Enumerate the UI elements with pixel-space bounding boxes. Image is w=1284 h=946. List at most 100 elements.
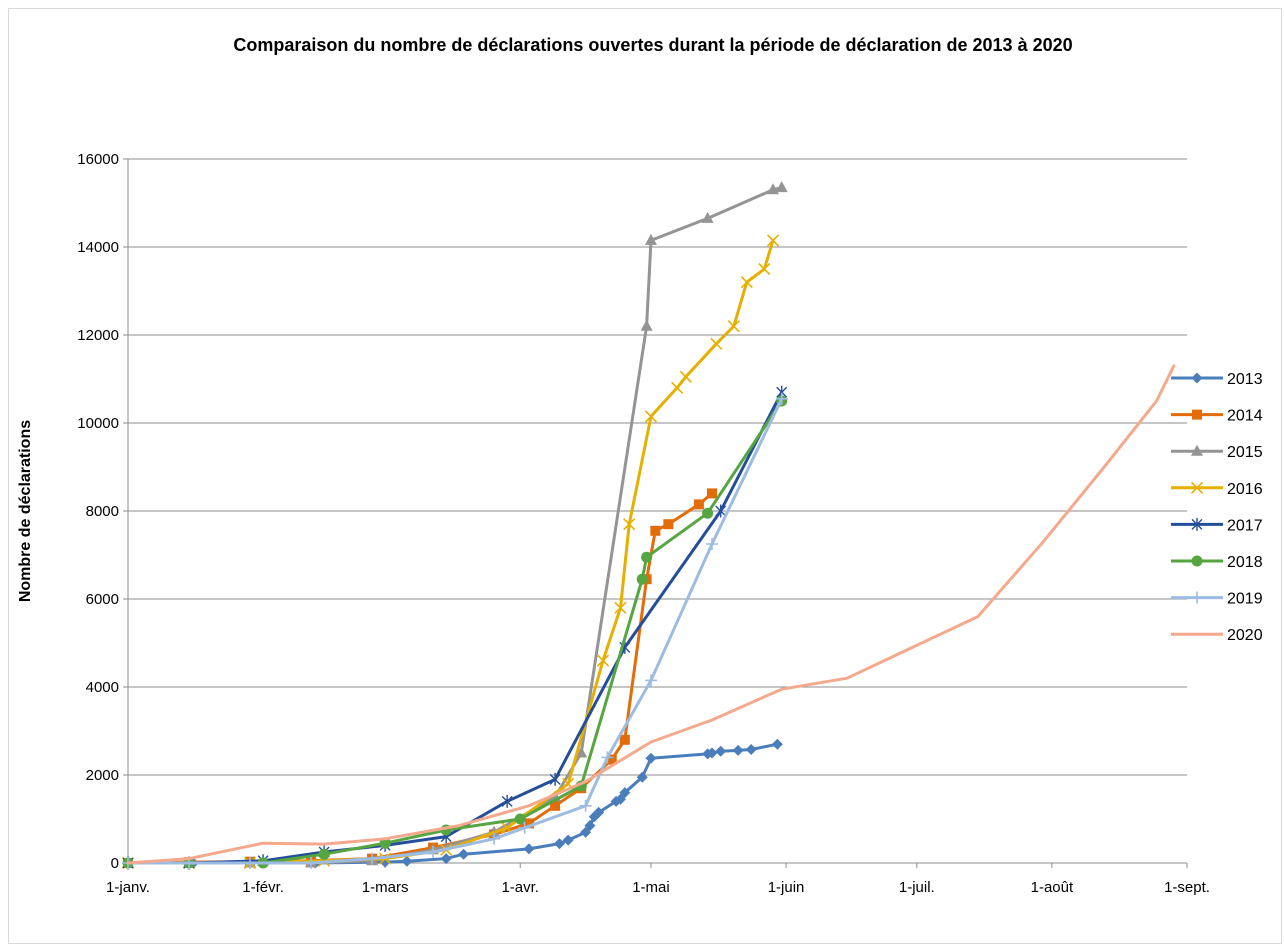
legend-item-2016: 2016 [1171,481,1263,498]
data-point [766,183,779,195]
data-point [606,754,617,765]
data-point [562,834,574,846]
data-point [623,518,636,531]
axes: 0 2000 4000 6000 8000 10000 12000 14000 16000 1-j… [77,151,1210,896]
data-point [636,771,648,783]
chart-title: Comparaison du nombre de déclarations ou… [233,35,1072,55]
legend-label: 2018 [1227,554,1263,571]
data-point [518,821,531,834]
series-2020 [126,364,1176,865]
legend-label: 2017 [1227,517,1263,534]
data-point [636,573,648,585]
x-tick-label: 1-mai [632,879,670,896]
legend-item-2019: 2019 [1171,591,1263,608]
gridlines [128,158,1187,776]
legend-item-2013: 2013 [1171,371,1263,388]
data-point [549,772,561,786]
y-axis-label: Nombre de déclarations [17,420,34,602]
y-tick-label: 14000 [77,239,119,256]
data-point [706,488,717,499]
series-line [126,397,784,865]
series-2019 [122,392,788,869]
data-point [745,743,757,755]
x-tick-label: 1-mars [362,879,409,896]
x-tick-label: 1-juin [768,879,805,896]
data-point [523,818,534,829]
data-point [514,813,526,825]
y-tick-label: 10000 [77,415,119,432]
legend-item-2014: 2014 [1171,408,1263,425]
data-point [593,806,605,818]
series-lines [121,181,1176,870]
x-tick-label: 1-juil. [899,879,935,896]
data-point [579,799,592,812]
data-point [584,820,596,832]
data-point [440,853,452,865]
y-tick-label: 0 [111,855,119,872]
data-point [663,519,674,530]
data-point [771,738,783,750]
data-point [644,410,658,423]
series-2018 [122,395,788,869]
data-point [1191,591,1203,604]
series-line [126,238,775,865]
x-tick-label: 1-août [1031,879,1074,896]
legend-label: 2020 [1227,627,1263,644]
data-point [488,832,501,845]
data-point [366,852,379,865]
data-point [523,843,535,855]
data-point [732,744,744,756]
series-2015 [122,181,788,868]
data-point [644,674,657,687]
data-point [740,276,753,289]
data-point [1191,517,1203,531]
chart-frame: Comparaison du nombre de déclarations ou… [8,8,1282,944]
series-line [126,186,784,865]
data-point [305,857,318,869]
data-point [401,855,413,867]
series-line [126,399,784,865]
y-tick-label: 16000 [77,151,119,168]
legend-item-2015: 2015 [1171,444,1263,461]
data-point [1190,481,1204,494]
x-tick-label: 1-janv. [106,879,150,896]
data-point [427,846,440,858]
data-point [775,181,788,193]
series-line [126,491,714,865]
legend-label: 2014 [1227,408,1263,425]
data-point [1192,409,1202,420]
legend-label: 2016 [1227,481,1263,498]
data-point [575,746,588,758]
series-2016 [121,234,780,870]
data-point [641,551,653,563]
data-point [705,538,718,550]
data-point [715,745,727,757]
y-tick-label: 6000 [86,591,119,608]
data-point [775,392,788,405]
data-point [758,262,771,276]
legend-label: 2013 [1227,371,1263,388]
data-point [244,857,257,869]
data-point [1191,555,1203,567]
data-point [1191,444,1203,456]
legend-label: 2019 [1227,591,1263,608]
data-point [645,752,657,764]
x-tick-label: 1-sept. [1164,879,1210,896]
data-point [693,499,704,510]
data-point [706,747,718,759]
data-point [501,794,513,808]
data-point [1191,372,1203,384]
data-point [650,525,661,536]
data-point [644,233,657,245]
data-point [553,838,565,850]
data-point [596,654,610,667]
x-tick-label: 1-avr. [501,879,539,896]
data-point [671,381,684,394]
data-point [458,848,470,860]
y-tick-label: 12000 [77,327,119,344]
series-2017 [122,385,788,870]
data-point [614,601,627,614]
data-point [715,504,727,518]
legend-label: 2015 [1227,444,1263,461]
x-tick-label: 1-févr. [242,879,284,896]
